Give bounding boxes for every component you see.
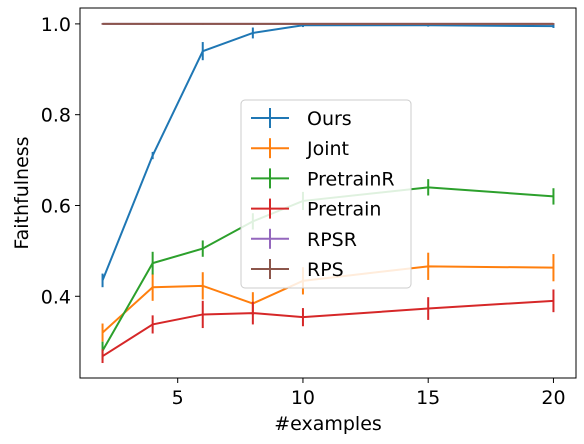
legend-label: Ours: [307, 108, 352, 130]
plot-frame: [79, 7, 577, 379]
series-rps: [101, 22, 555, 25]
legend: Ours Joint PretrainR Pretrain RPSR RPS: [240, 99, 412, 289]
legend-item-rps: RPS: [251, 259, 344, 281]
x-tick-label: 20: [541, 387, 565, 409]
y-tick-label: 0.8: [41, 105, 71, 127]
y-tick-label: 0.4: [41, 286, 71, 308]
legend-label: Joint: [306, 138, 349, 160]
legend-item-ours: Ours: [251, 108, 352, 130]
legend-frame: [240, 99, 412, 289]
y-tick-label: 1.0: [41, 14, 71, 36]
x-tick-label: 15: [416, 387, 440, 409]
y-axis: 0.4 0.6 0.8 1.0: [41, 14, 80, 308]
legend-label: PretrainR: [307, 168, 395, 190]
x-tick-label: 5: [172, 387, 184, 409]
series-line: [102, 299, 554, 358]
legend-label: RPSR: [307, 229, 357, 251]
x-axis: 5 10 15 20: [172, 378, 566, 409]
y-axis-label: Faithfulness: [11, 136, 33, 249]
legend-item-pretrainr: PretrainR: [251, 168, 395, 190]
legend-label: RPS: [307, 259, 344, 281]
legend-item-joint: Joint: [251, 138, 349, 160]
y-tick-label: 0.6: [41, 195, 71, 217]
x-axis-label: #examples: [274, 413, 382, 435]
legend-item-rpsr: RPSR: [251, 228, 357, 251]
series-pretrain: [101, 289, 555, 364]
legend-item-pretrain: Pretrain: [251, 198, 381, 221]
legend-label: Pretrain: [307, 199, 381, 221]
x-tick-label: 10: [291, 387, 315, 409]
